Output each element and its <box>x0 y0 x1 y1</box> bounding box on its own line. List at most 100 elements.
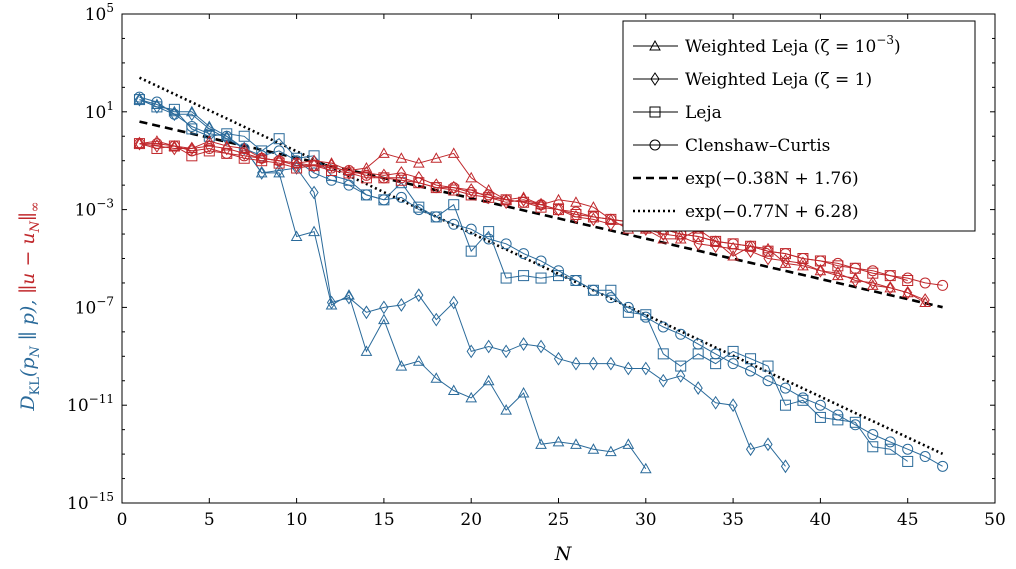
data-point <box>448 182 460 194</box>
y-tick-label: 101 <box>85 99 114 123</box>
data-point <box>728 241 738 256</box>
x-tick-label: 10 <box>286 510 308 530</box>
data-point <box>711 395 721 410</box>
data-point <box>780 459 791 474</box>
legend-marker <box>649 139 661 151</box>
data-point <box>517 386 530 398</box>
data-point <box>378 147 390 158</box>
data-point <box>431 312 441 327</box>
data-point <box>309 185 319 200</box>
data-point <box>553 265 564 277</box>
data-point <box>238 142 251 153</box>
data-point <box>326 164 338 176</box>
data-point <box>902 443 914 455</box>
data-point <box>448 199 460 211</box>
data-point <box>570 206 582 218</box>
data-point <box>326 295 337 310</box>
data-point <box>832 257 844 269</box>
data-point <box>500 404 512 415</box>
data-point <box>221 147 233 159</box>
x-tick-label: 35 <box>722 510 744 530</box>
data-point <box>168 140 180 152</box>
data-point <box>518 337 529 351</box>
y-tick-label: 10−3 <box>75 197 114 221</box>
x-tick-label: 20 <box>460 510 482 530</box>
data-point <box>186 120 198 132</box>
data-point <box>204 122 214 136</box>
data-point <box>570 196 582 207</box>
data-point <box>430 152 443 163</box>
data-point <box>727 238 739 250</box>
data-point <box>222 131 232 146</box>
legend-label: exp(−0.77N + 6.28) <box>685 202 859 222</box>
data-point <box>152 100 162 114</box>
data-point <box>395 360 408 371</box>
data-point <box>343 167 355 179</box>
data-point <box>465 189 477 201</box>
data-point <box>134 136 145 151</box>
series-layer <box>133 76 949 474</box>
data-point <box>814 264 827 276</box>
series-line <box>139 143 943 286</box>
data-point <box>326 174 338 186</box>
data-point <box>483 233 495 245</box>
data-point <box>779 399 791 411</box>
data-point <box>448 184 460 196</box>
legend: Weighted Leja (ζ = 10−3) Weighted Leja (ζ… <box>622 20 976 232</box>
y-tick-label: 10−15 <box>67 490 114 514</box>
data-point <box>762 245 774 257</box>
x-tick-label: 15 <box>373 510 395 530</box>
data-point <box>361 305 372 320</box>
data-point <box>571 356 581 371</box>
data-point <box>133 137 146 149</box>
data-point <box>273 155 285 167</box>
data-point <box>553 351 564 366</box>
data-point <box>203 145 215 157</box>
data-point <box>850 273 860 288</box>
data-point <box>710 358 722 370</box>
legend-entry: Leja <box>633 103 722 123</box>
data-point <box>849 262 861 274</box>
data-point <box>203 135 216 146</box>
data-point <box>238 150 250 162</box>
data-point <box>640 311 652 323</box>
data-point <box>832 260 844 272</box>
data-point <box>256 152 268 164</box>
data-point <box>221 130 233 142</box>
legend-marker <box>649 106 661 118</box>
data-point <box>309 158 319 173</box>
data-point <box>692 230 704 242</box>
data-point <box>396 166 406 180</box>
data-point <box>657 348 669 360</box>
data-point <box>727 345 739 357</box>
data-point <box>867 429 879 441</box>
data-point <box>675 360 687 372</box>
legend-entry: exp(−0.77N + 6.28) <box>633 202 859 222</box>
data-point <box>693 381 703 395</box>
data-point <box>360 172 372 184</box>
data-point <box>221 128 233 140</box>
data-point <box>536 197 546 212</box>
data-point <box>570 438 582 449</box>
data-point <box>448 218 460 230</box>
data-point <box>151 135 163 146</box>
data-point <box>378 194 390 206</box>
data-point <box>535 199 547 211</box>
data-point <box>501 344 511 359</box>
data-point <box>745 244 756 259</box>
legend-label: Weighted Leja (ζ = 1) <box>685 70 872 90</box>
data-point <box>570 275 582 287</box>
data-point <box>552 435 565 447</box>
data-point <box>412 157 425 168</box>
data-point <box>587 201 600 212</box>
data-point <box>884 270 896 282</box>
data-point <box>711 239 721 254</box>
data-point <box>535 438 547 449</box>
data-point <box>412 355 425 366</box>
data-point <box>745 353 757 365</box>
data-point <box>587 443 600 454</box>
data-point <box>500 194 512 206</box>
data-point <box>430 211 442 223</box>
series-7 <box>133 138 949 291</box>
